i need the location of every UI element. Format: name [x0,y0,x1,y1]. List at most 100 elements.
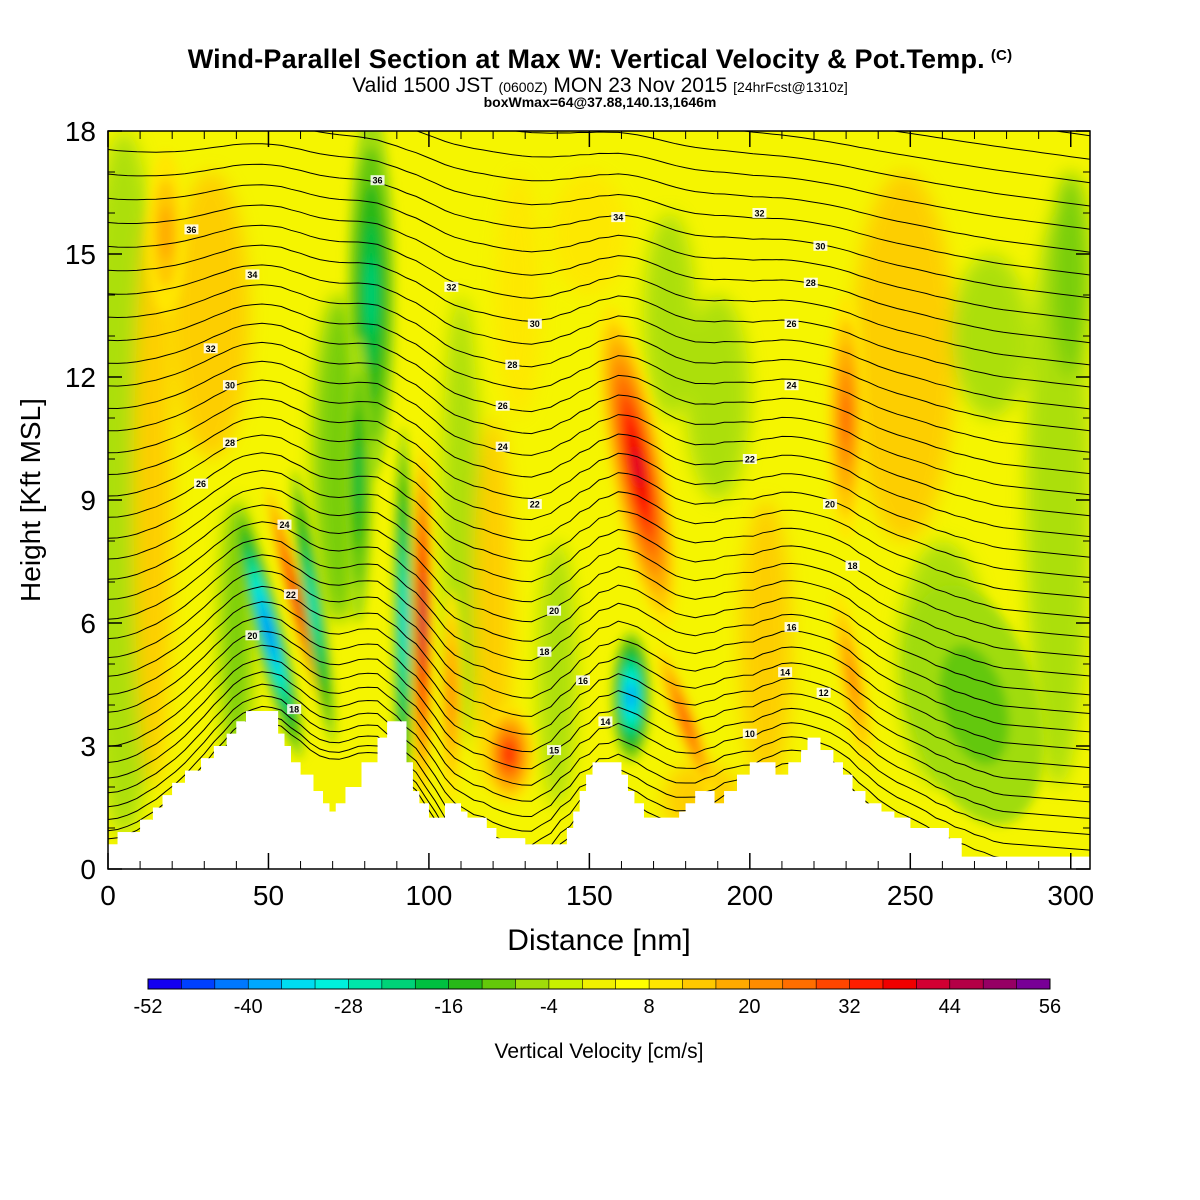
colorbar-swatch [181,979,216,989]
theta-label-bg [823,499,838,510]
theta-label-bg [784,622,799,633]
field-band [473,418,513,787]
colorbar-border [147,978,1051,990]
theta-line [108,585,1090,769]
chart-title-text: Wind-Parallel Section at Max W: Vertical… [187,44,985,74]
x-tick-label: 50 [253,880,284,911]
x-tick-label: 300 [1047,880,1094,911]
downdraft-core [402,598,405,648]
theta-label-bg [816,687,831,698]
theta-label: 24 [279,520,289,530]
field-band [685,295,750,500]
theta-label: 26 [196,479,206,489]
valid-zulu-text: (0600Z) [498,79,548,95]
colorbar-swatch [248,979,283,989]
theta-line [108,244,1090,388]
terrain-mask [108,711,1090,869]
theta-line [108,658,1090,851]
theta-line [108,143,1090,276]
theta-label: 24 [787,381,797,391]
theta-label: 36 [373,176,383,186]
theta-label-bg [245,269,260,280]
colorbar-swatch [849,979,884,989]
theta-label: 28 [225,438,235,448]
theta-label-bg [537,646,552,657]
downdraft-core [355,443,362,516]
theta-label-bg [813,240,828,251]
theta-label: 18 [848,561,858,571]
theta-label: 20 [247,631,257,641]
y-tick-label: 3 [80,731,96,762]
colorbar-swatch [782,979,817,989]
theta-label: 22 [286,590,296,600]
theta-line [108,601,1090,786]
x-tick-label: 100 [406,880,453,911]
field-band [952,254,1030,418]
colorbar-swatch [983,979,1018,989]
theta-label-bg [444,281,459,292]
theta-line [108,360,1090,517]
colorbar-swatch [615,979,650,989]
colorbar-swatch [882,979,917,989]
updraft-core [842,393,850,443]
theta-label-bg [784,318,799,329]
theta-label: 30 [530,319,540,329]
theta-label: 28 [507,360,517,370]
theta-line [108,554,1090,733]
theta-label-bg [277,519,292,530]
theta-label-bg [575,675,590,686]
theta-label: 32 [754,209,764,219]
theta-label-bg [222,437,237,448]
colorbar-swatch [582,979,617,989]
theta-line [415,131,1090,230]
valid-date-text: MON 23 Nov 2015 [553,74,728,97]
updraft-core [680,708,691,735]
theta-label-bg [203,343,218,354]
colorbar-tick-label: 8 [644,996,655,1018]
theta-line [108,163,1090,299]
field-band [550,172,628,295]
x-tick-label: 150 [566,880,613,911]
theta-label-bg [845,560,860,571]
y-tick-label: 9 [80,485,96,516]
colorbar-tick-label: -40 [234,996,263,1018]
theta-label-bg [283,589,298,600]
theta-line [108,644,1090,835]
colorbar-tick-label: -16 [434,996,463,1018]
theta-label: 14 [780,668,790,678]
x-tick-label: 0 [100,880,116,911]
field-band [740,500,792,787]
theta-label-bg [370,175,385,186]
theta-line [511,131,1090,207]
colorbar-swatch [916,979,951,989]
theta-line [108,537,1090,714]
theta-label: 28 [806,278,816,288]
chart-subtitle: Valid 1500 JST (0600Z) MON 23 Nov 2015 [… [0,74,1200,98]
colorbar: -52 -40 -28 -16 -4 8 20 32 44 56 Vertical Velocity… [134,978,1061,1063]
theta-line [890,131,1090,160]
colorbar-tick-label: 56 [1039,996,1061,1018]
theta-line [108,469,1090,638]
x-tick-label: 200 [726,880,773,911]
theta-label: 24 [498,442,508,452]
theta-line [108,204,1090,344]
colorbar-tick-label: 20 [738,996,760,1018]
downdraft-core [366,258,376,332]
field-band [1051,172,1090,377]
theta-label: 18 [289,705,299,715]
y-tick-label: 18 [65,116,96,147]
colorbar-swatch [281,979,316,989]
colorbar-swatch [315,979,349,989]
theta-label: 22 [745,455,755,465]
copyright-mark: (C) [990,47,1013,64]
downdraft-core [939,645,1010,765]
colorbar-swatch [148,979,182,989]
colorbar-swatch [448,979,483,989]
theta-label-bg [742,728,757,739]
theta-label-bg [222,380,237,391]
theta-line [108,264,1090,410]
field-features [146,131,1045,825]
theta-label-bg [245,630,260,641]
theta-line [1052,131,1090,137]
